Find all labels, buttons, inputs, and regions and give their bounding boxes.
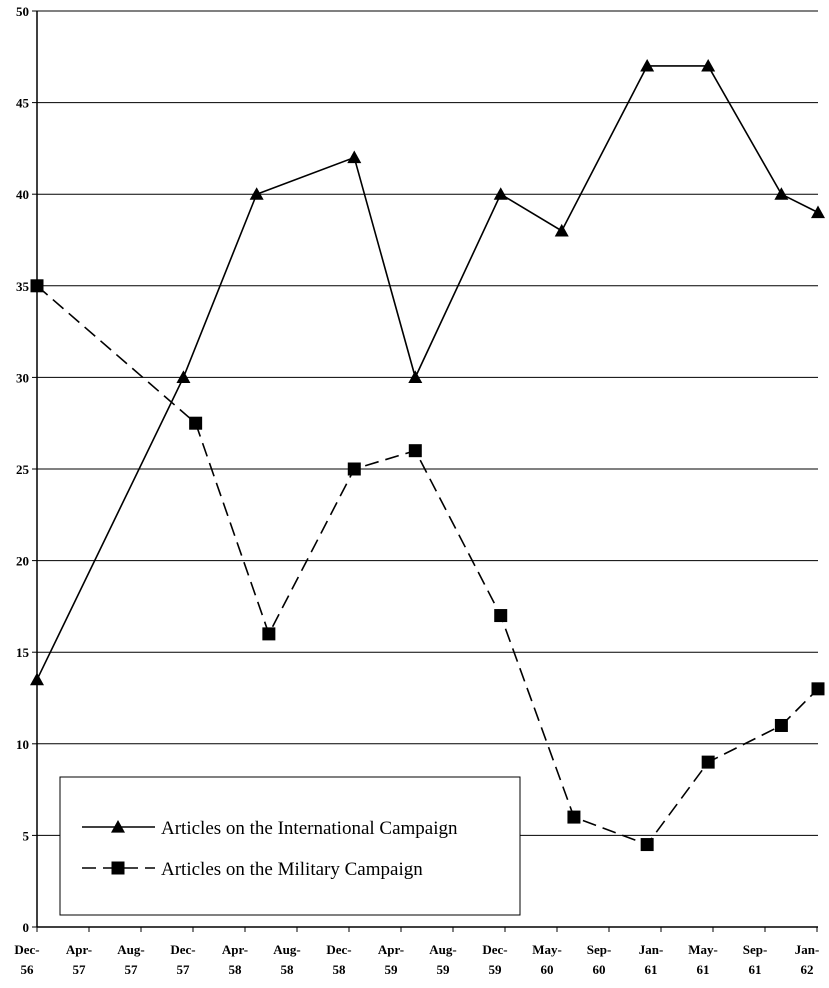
x-tick-label: Aug-59 [429, 942, 456, 977]
x-tick-label: Dec-56 [14, 942, 39, 977]
legend-box [59, 776, 521, 916]
y-tick-label: 5 [23, 828, 30, 843]
data-point-triangle [347, 150, 362, 164]
data-point-triangle [701, 58, 716, 72]
y-tick-label: 40 [16, 187, 29, 202]
x-tick-label: Apr-59 [378, 942, 404, 977]
data-point-triangle [811, 205, 825, 219]
data-point-triangle [774, 187, 789, 200]
x-tick-label: Jan-61 [639, 942, 664, 977]
y-axis-tick-labels: 0 5 10 15 20 25 30 35 40 45 50 [16, 4, 30, 935]
y-tick-label: 35 [16, 279, 30, 294]
legend-marker-triangle [111, 820, 125, 833]
data-point-triangle [30, 672, 44, 686]
x-tick-label: Aug-57 [117, 942, 144, 977]
data-point-square [774, 718, 788, 732]
data-point-square [811, 682, 825, 696]
x-tick-label: Dec-59 [482, 942, 507, 977]
data-point-square [701, 755, 715, 769]
x-tick-label: Aug-58 [273, 942, 300, 977]
x-tick-label: Sep-60 [587, 942, 612, 977]
axes [36, 11, 818, 928]
legend-label-international: Articles on the International Campaign [161, 818, 458, 839]
y-tick-label: 0 [23, 920, 30, 935]
data-point-square [30, 279, 44, 293]
legend-label-military: Articles on the Military Campaign [161, 859, 423, 880]
data-point-triangle [493, 187, 508, 200]
y-tick-label: 10 [16, 737, 29, 752]
y-tick-label: 45 [16, 96, 30, 111]
legend-marker-square [111, 861, 125, 875]
data-point-square [347, 462, 361, 476]
data-point-square [567, 810, 581, 824]
data-point-square [262, 627, 276, 641]
x-tick-label: May-61 [688, 942, 718, 977]
legend: Articles on the International Campaign A… [59, 776, 521, 916]
x-tick-label: Sep-61 [743, 942, 768, 977]
x-axis-tick-labels: Dec-56 Apr-57 Aug-57 Dec-57 Apr-58 Aug-58 Dec-… [14, 927, 819, 977]
x-tick-label: May-60 [532, 942, 562, 977]
series-line-international [36, 65, 819, 681]
x-tick-label: Dec-58 [326, 942, 351, 977]
data-point-square [494, 609, 508, 623]
x-tick-label: Dec-57 [170, 942, 195, 977]
data-point-square [408, 444, 422, 458]
y-tick-label: 30 [16, 370, 29, 385]
series-line-military [36, 285, 819, 846]
y-tick-label: 20 [16, 554, 29, 569]
data-point-square [640, 838, 654, 852]
x-tick-label: Jan-62 [795, 942, 820, 977]
data-point-triangle [640, 58, 655, 72]
y-tick-label: 25 [16, 462, 30, 477]
data-point-triangle [554, 223, 569, 237]
y-tick-label: 15 [16, 645, 30, 660]
data-point-triangle [408, 370, 423, 383]
series-layer [30, 58, 825, 852]
data-point-square [189, 416, 203, 430]
x-tick-label: Apr-57 [66, 942, 92, 977]
y-tick-label: 50 [16, 4, 29, 19]
data-point-triangle [176, 370, 191, 383]
data-point-triangle [249, 187, 264, 200]
x-tick-label: Apr-58 [222, 942, 248, 977]
